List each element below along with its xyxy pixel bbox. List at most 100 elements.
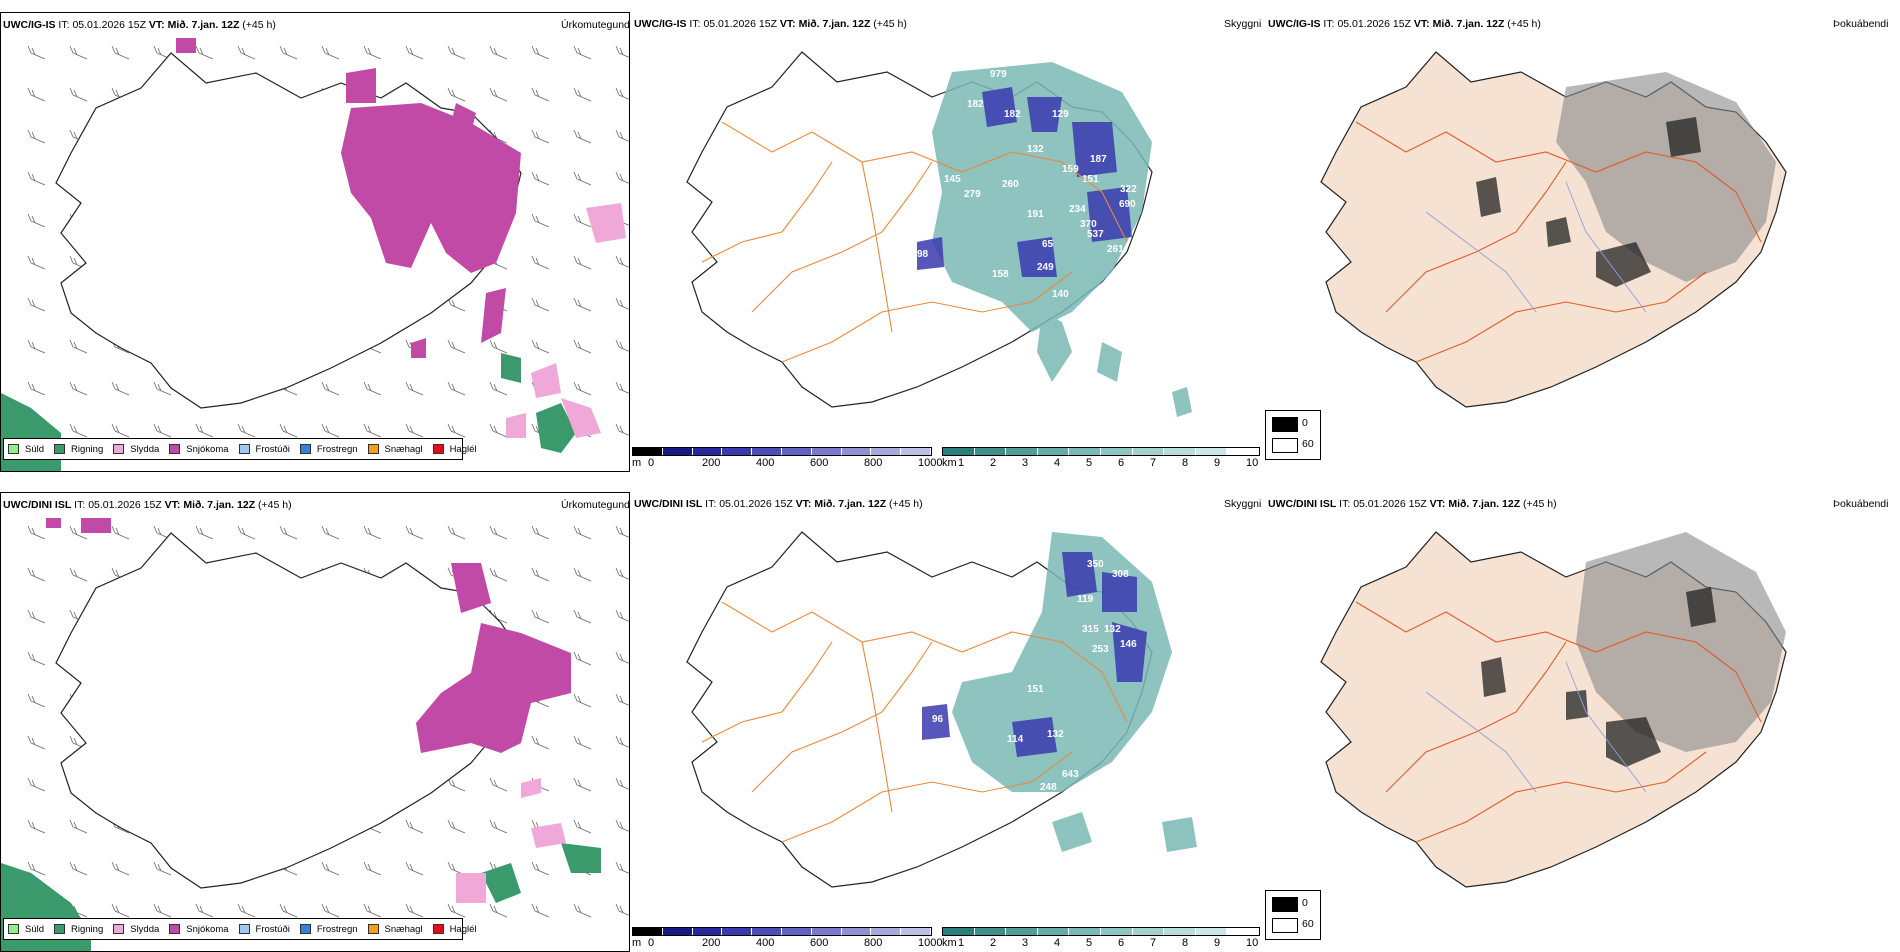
fog-panel-top: UWC/IG-IS IT: 05.01.2026 15Z VT: Mið. 7.…: [1266, 12, 1896, 472]
legend-label: Rigning: [71, 923, 104, 935]
precip-map: [1, 518, 629, 951]
colorbar-unit: km: [942, 937, 957, 949]
wind-barb: [573, 903, 592, 918]
wind-barb: [615, 129, 629, 142]
wind-barb: [27, 87, 46, 102]
wind-barb: [531, 87, 550, 102]
visibility-label: 260: [1002, 179, 1019, 190]
panel-title: Skyggni: [1224, 498, 1262, 510]
colorbar-tick: 6: [1118, 937, 1125, 949]
visibility-label: 182: [967, 99, 984, 110]
colorbar-tick: 8: [1182, 937, 1189, 949]
wind-barb: [69, 423, 88, 438]
colorbar-tick: 600: [810, 937, 829, 949]
colorbar-step: [1006, 448, 1038, 455]
wind-barb: [489, 903, 508, 918]
wind-barb: [237, 525, 256, 540]
wind-barb: [573, 735, 592, 750]
wind-barb: [27, 735, 46, 750]
legend-swatch: [169, 924, 181, 934]
legend-swatch: [113, 444, 125, 454]
wind-barb: [27, 45, 46, 60]
legend-item: Frostregn: [299, 923, 358, 935]
wind-barb: [195, 525, 214, 540]
legend-label: Frostúði: [255, 923, 290, 935]
legend-label: Frostregn: [316, 923, 358, 935]
wind-barb: [615, 297, 629, 310]
colorbar-step: [871, 448, 902, 455]
visibility-label: 187: [1090, 154, 1107, 165]
visibility-label: 322: [1120, 184, 1137, 195]
visibility-label: 537: [1087, 229, 1104, 240]
legend-item: Snæhagl: [367, 444, 423, 455]
fog-legend-bottom: 0 60: [1265, 890, 1321, 940]
visibility-panel-bottom: UWC/DINI ISL IT: 05.01.2026 15Z VT: Mið.…: [632, 492, 1264, 952]
wind-barb: [195, 423, 214, 438]
colorbar-step: [1006, 928, 1038, 935]
wind-barb: [27, 861, 46, 876]
colorbar-tick: 7: [1150, 457, 1157, 469]
colorbar-tick: 4: [1054, 937, 1061, 949]
legend-label: Frostúði: [255, 443, 290, 455]
wind-barb: [615, 693, 629, 706]
legend-item: Súld: [8, 444, 44, 455]
wind-barb: [489, 45, 508, 60]
colorbar-tick: 10: [1246, 937, 1259, 949]
wind-barb: [531, 297, 550, 312]
wind-barb: [27, 381, 46, 396]
wind-barb: [573, 525, 592, 540]
legend-swatch: [54, 924, 66, 934]
legend-label: Súld: [25, 923, 45, 935]
colorbar-tick: 2: [990, 457, 997, 469]
wind-barb: [531, 567, 550, 582]
wind-barb: [405, 423, 424, 438]
colorbar-step: [811, 448, 842, 455]
legend-swatch: [8, 444, 19, 454]
wind-barb: [531, 171, 550, 186]
legend-swatch: [432, 444, 444, 454]
wind-barb: [321, 525, 340, 540]
wind-barb: [321, 381, 340, 396]
visibility-label: 182: [1004, 109, 1021, 120]
visibility-label: 132: [1104, 624, 1121, 635]
precip-type-panel-bottom: UWC/DINI ISL IT: 05.01.2026 15Z VT: Mið.…: [0, 492, 630, 952]
wind-barb: [615, 567, 629, 580]
legend-label: Haglél: [449, 923, 477, 935]
wind-barb: [489, 339, 508, 354]
wind-barb: [573, 567, 592, 582]
panel-header: UWC/DINI ISL IT: 05.01.2026 15Z VT: Mið.…: [3, 499, 292, 511]
colorbar-step: [1100, 448, 1133, 455]
colorbar-tick: 1000: [918, 457, 943, 469]
wind-barb: [615, 45, 629, 58]
wind-barb: [489, 525, 508, 540]
wind-barb: [531, 129, 550, 144]
wind-barb: [153, 903, 172, 918]
colorbar-step: [974, 928, 1007, 935]
wind-barb: [447, 423, 466, 438]
colorbar-tick: 8: [1182, 457, 1189, 469]
wind-barb: [237, 45, 256, 60]
fog-map: [1320, 531, 1787, 888]
colorbar-tick: 4: [1054, 457, 1061, 469]
wind-barb: [573, 297, 592, 312]
colorbar-step: [811, 928, 842, 935]
wind-barb: [573, 693, 592, 708]
panel-title: Úrkomutegund: [561, 499, 630, 511]
wind-barb: [195, 903, 214, 918]
legend-swatch: [113, 924, 125, 934]
colorbar-tick: 10: [1246, 457, 1259, 469]
wind-barb: [615, 171, 629, 184]
colorbar-step: [662, 928, 693, 935]
wind-barb: [405, 45, 424, 60]
colorbar-step: [1227, 448, 1259, 455]
wind-barb: [27, 213, 46, 228]
colorbar-tick: 800: [864, 457, 883, 469]
wind-barb: [447, 777, 466, 792]
legend-label: Súld: [25, 443, 45, 455]
visibility-label: 129: [1052, 109, 1069, 120]
wind-barb: [321, 861, 340, 876]
legend-item: Slydda: [113, 924, 159, 935]
wind-barb: [531, 255, 550, 270]
visibility-label: 253: [1092, 644, 1109, 655]
